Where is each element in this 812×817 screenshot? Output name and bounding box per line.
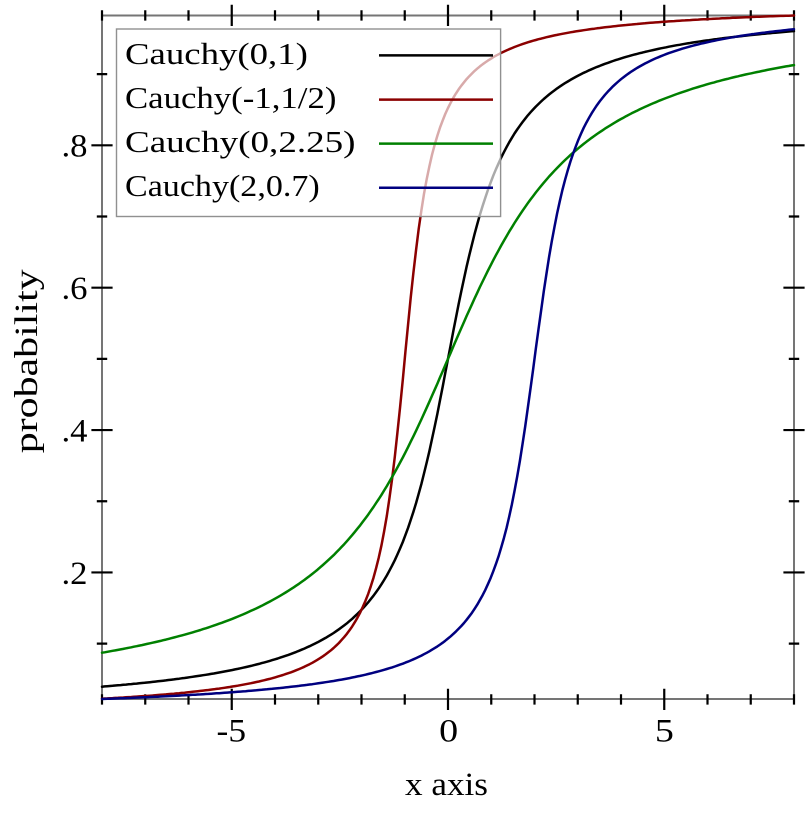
svg-text:5: 5: [655, 714, 674, 750]
svg-text:.2: .2: [62, 556, 88, 592]
svg-text:.8: .8: [62, 129, 88, 165]
svg-text:Cauchy(-1,1/2): Cauchy(-1,1/2): [125, 80, 336, 115]
svg-text:Cauchy(2,0.7): Cauchy(2,0.7): [125, 168, 320, 203]
svg-text:-5: -5: [217, 714, 247, 750]
svg-text:probability: probability: [9, 268, 45, 453]
svg-text:.4: .4: [62, 413, 88, 449]
svg-text:.6: .6: [62, 271, 88, 307]
svg-text:0: 0: [439, 714, 458, 750]
svg-text:Cauchy(0,2.25): Cauchy(0,2.25): [125, 124, 356, 159]
svg-text:x axis: x axis: [405, 767, 488, 803]
svg-text:Cauchy(0,1): Cauchy(0,1): [125, 36, 308, 71]
